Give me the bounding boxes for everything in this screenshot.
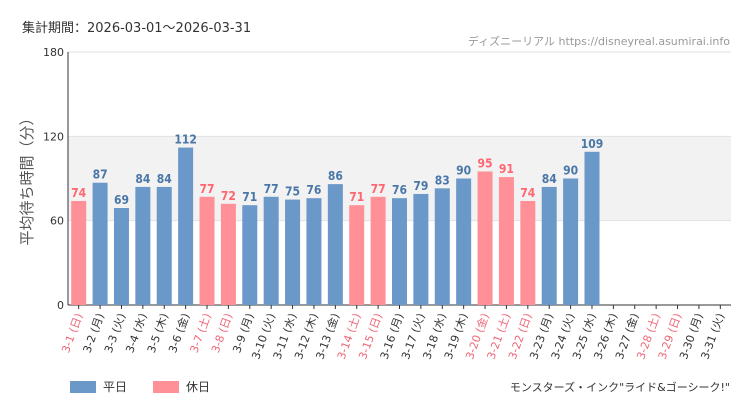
legend-label-weekday: 平日 [103,380,128,394]
value-label: 71 [349,190,364,204]
value-label: 84 [157,172,173,186]
value-label: 75 [285,185,300,199]
source-label: ディズニーリアル https://disneyreal.asumirai.inf… [467,35,730,48]
value-label: 90 [563,164,578,178]
period-label: 集計期間：2026-03-01〜2026-03-31 [22,21,252,36]
bar [327,184,343,305]
legend: 平日 休日 [70,378,210,395]
value-label: 76 [392,183,407,197]
legend-item-holiday: 休日 [153,378,210,395]
value-label: 71 [242,190,257,204]
value-label: 72 [221,189,236,203]
value-label: 76 [306,183,321,197]
y-axis-title: 平均待ち時間（分） [18,110,36,245]
value-label: 69 [114,193,129,207]
bar [285,199,301,305]
bar [242,205,258,305]
value-label: 79 [413,179,428,193]
value-label: 74 [520,186,536,200]
bar [456,178,472,305]
bar [498,177,514,305]
bar [92,182,108,305]
bar [349,205,365,305]
value-label: 74 [71,186,87,200]
attraction-name: モンスターズ・インク"ライド&ゴーシーク!" [509,381,730,394]
bar [584,151,600,305]
value-label: 91 [499,162,514,176]
value-label: 109 [581,137,604,151]
bar [477,171,493,305]
bar [434,188,450,305]
value-label: 84 [135,172,151,186]
bar [178,147,194,305]
value-label: 77 [264,182,279,196]
bar [263,196,279,305]
y-tick-label: 120 [43,130,64,143]
value-label-layer: 74 87 69 84 84 112 77 72 71 77 75 76 86 71 77 76 79 83 90 9… [71,133,603,207]
axis-layer: 0 60 120 180 [43,46,721,312]
value-label: 112 [174,133,197,147]
bar [392,198,407,305]
y-tick-label: 0 [57,299,64,312]
value-label: 90 [456,164,471,178]
legend-swatch-weekday [70,380,96,393]
value-label: 77 [371,182,386,196]
bar [113,208,129,305]
bar [541,186,557,305]
bar [71,200,87,305]
value-label: 95 [478,156,493,170]
y-tick-label: 60 [50,215,64,228]
bar [563,178,579,305]
bar-layer [71,147,600,305]
legend-swatch-holiday [153,380,180,393]
value-label: 83 [435,173,450,187]
value-label: 87 [93,168,108,182]
bar [306,198,322,305]
bar [370,196,386,305]
bar [413,193,429,305]
y-tick-label: 180 [43,46,64,59]
bar [135,186,151,305]
bar [220,203,236,305]
bar [520,200,536,305]
value-label: 86 [328,169,343,183]
legend-label-holiday: 休日 [186,380,211,394]
bar [156,186,172,305]
value-label: 77 [200,182,215,196]
x-tick-label-layer: 3-1 (日)3-2 (月)3-3 (火)3-4 (水)3-5 (木)3-6 (… [59,311,727,361]
bar [199,196,215,305]
legend-item-weekday: 平日 [70,378,127,395]
value-label: 84 [542,172,558,186]
